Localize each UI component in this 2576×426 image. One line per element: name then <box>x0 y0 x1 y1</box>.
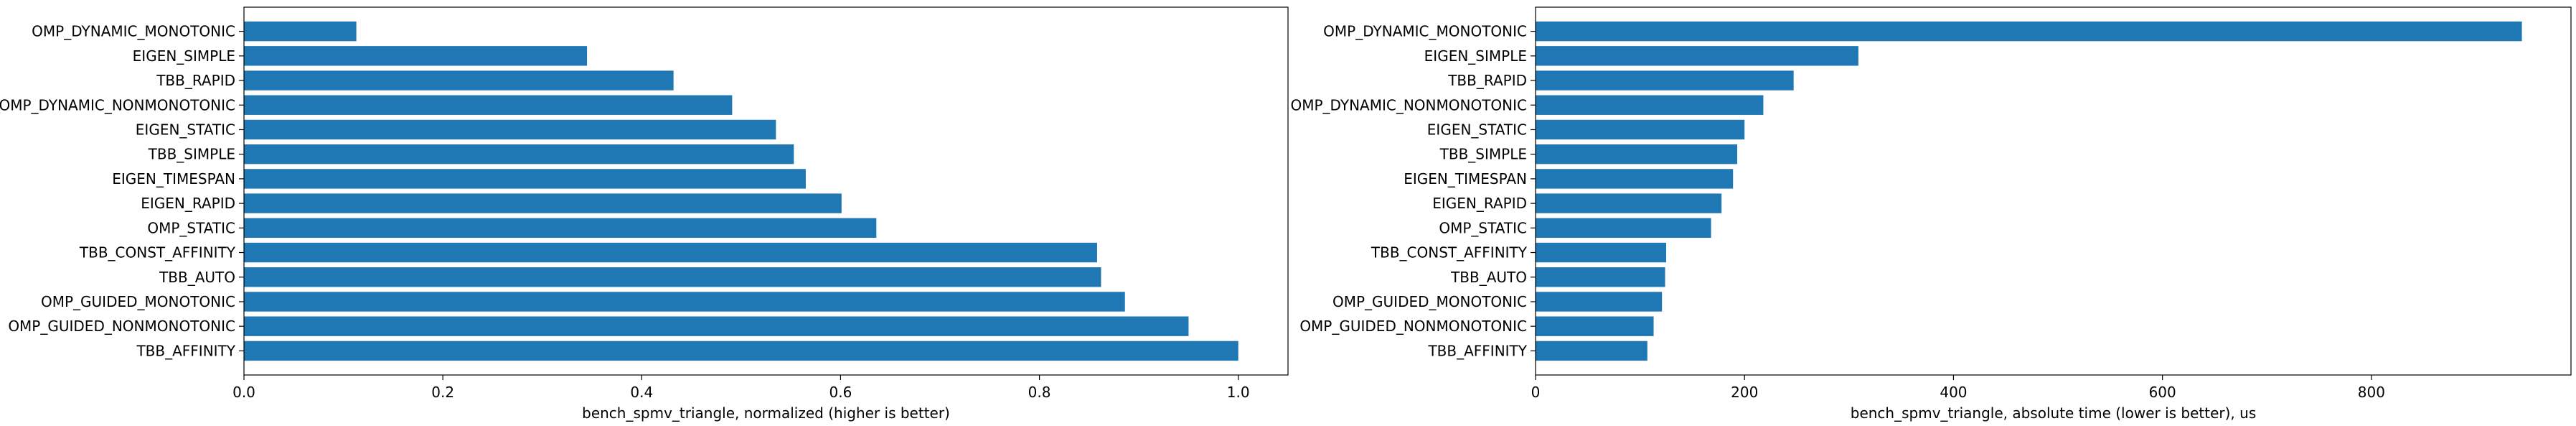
x-tick-label: 0 <box>1531 384 1541 401</box>
y-tick-label: TBB_CONST_AFFINITY <box>79 244 236 261</box>
y-tick-label: OMP_DYNAMIC_NONMONOTONIC <box>1291 96 1528 114</box>
bar-eigen-rapid <box>1536 193 1722 213</box>
bar-omp-dynamic-monotonic <box>244 21 357 42</box>
y-tick-label: EIGEN_SIMPLE <box>1424 47 1527 65</box>
bar-tbb-affinity <box>244 341 1238 361</box>
y-tick-label: OMP_GUIDED_MONOTONIC <box>1332 293 1527 310</box>
bar-eigen-rapid <box>244 193 842 213</box>
chart-panel-1: OMP_DYNAMIC_MONOTONIC EIGEN_SIMPLE TBB_RAP… <box>0 6 1289 422</box>
bar-tbb-rapid <box>244 70 674 91</box>
bar-tbb-affinity <box>1536 341 1647 361</box>
bar-eigen-simple <box>1536 46 1858 66</box>
y-tick-label: OMP_GUIDED_MONOTONIC <box>41 293 235 310</box>
y-tick-label: TBB_SIMPLE <box>148 146 235 163</box>
y-tick-label: TBB_SIMPLE <box>1439 146 1527 163</box>
x-axis-label: bench_spmv_triangle, normalized (higher … <box>582 404 950 422</box>
y-tick-label: EIGEN_RAPID <box>1432 195 1527 212</box>
y-tick-label: TBB_AUTO <box>1450 269 1527 286</box>
y-tick-label: EIGEN_SIMPLE <box>133 47 235 65</box>
x-tick-label: 0.6 <box>829 384 852 401</box>
bar-omp-guided-monotonic <box>1536 292 1663 312</box>
y-tick-label: OMP_DYNAMIC_MONOTONIC <box>32 23 235 40</box>
y-tick-label: OMP_DYNAMIC_MONOTONIC <box>1323 23 1527 40</box>
y-tick-label: EIGEN_TIMESPAN <box>1404 170 1527 187</box>
x-tick-label: 200 <box>1731 384 1758 401</box>
x-tick-label: 0.8 <box>1028 384 1051 401</box>
y-tick-label: OMP_GUIDED_NONMONOTONIC <box>8 318 235 335</box>
bar-tbb-const-affinity <box>1536 242 1667 263</box>
chart-panel-2: OMP_DYNAMIC_MONOTONIC EIGEN_SIMPLE TBB_RAP… <box>1291 6 2572 422</box>
y-tick-label: EIGEN_STATIC <box>136 121 235 138</box>
y-tick-label: TBB_AUTO <box>159 269 235 286</box>
x-tick-label: 0.2 <box>431 384 454 401</box>
x-tick-label: 0.0 <box>232 384 255 401</box>
x-tick-label: 800 <box>2358 384 2385 401</box>
bar-tbb-auto <box>1536 267 1665 287</box>
y-tick-label: EIGEN_STATIC <box>1427 121 1527 138</box>
x-tick-label: 0.4 <box>630 384 653 401</box>
y-tick-label: TBB_RAPID <box>156 72 235 89</box>
bar-eigen-timespan <box>1536 169 1734 189</box>
bar-eigen-simple <box>244 46 588 66</box>
x-axis-label: bench_spmv_triangle, absolute time (lowe… <box>1851 404 2257 422</box>
x-tick-label: 1.0 <box>1227 384 1250 401</box>
y-tick-label: OMP_STATIC <box>147 219 235 236</box>
bar-omp-static <box>1536 218 1711 239</box>
bar-tbb-auto <box>244 267 1101 287</box>
bar-tbb-simple <box>244 144 794 165</box>
bar-eigen-timespan <box>244 169 806 189</box>
bar-omp-dynamic-monotonic <box>1536 21 2522 42</box>
y-tick-label: TBB_AFFINITY <box>136 342 235 359</box>
y-tick-label: TBB_AFFINITY <box>1427 342 1527 359</box>
bar-omp-guided-monotonic <box>244 292 1125 312</box>
bar-omp-guided-nonmonotonic <box>1536 316 1654 336</box>
x-tick-label: 400 <box>1940 384 1967 401</box>
y-tick-label: OMP_STATIC <box>1439 219 1527 236</box>
y-tick-label: EIGEN_TIMESPAN <box>112 170 235 187</box>
bar-tbb-rapid <box>1536 70 1794 91</box>
bar-omp-guided-nonmonotonic <box>244 316 1189 336</box>
y-tick-label: EIGEN_RAPID <box>141 195 235 212</box>
y-tick-label: OMP_DYNAMIC_NONMONOTONIC <box>0 96 235 114</box>
bar-eigen-static <box>244 119 776 140</box>
bar-eigen-static <box>1536 119 1745 140</box>
y-tick-label: OMP_GUIDED_NONMONOTONIC <box>1299 318 1527 335</box>
y-tick-label: TBB_CONST_AFFINITY <box>1371 244 1528 261</box>
bar-omp-static <box>244 218 877 239</box>
plot-frame <box>1535 6 2572 376</box>
bar-omp-dynamic-nonmonotonic <box>244 95 733 115</box>
y-tick-label: TBB_RAPID <box>1447 72 1527 89</box>
bar-tbb-simple <box>1536 144 1738 165</box>
plot-frame <box>243 6 1289 376</box>
bar-tbb-const-affinity <box>244 242 1097 263</box>
x-tick-label: 600 <box>2149 384 2176 401</box>
bar-omp-dynamic-nonmonotonic <box>1536 95 1764 115</box>
